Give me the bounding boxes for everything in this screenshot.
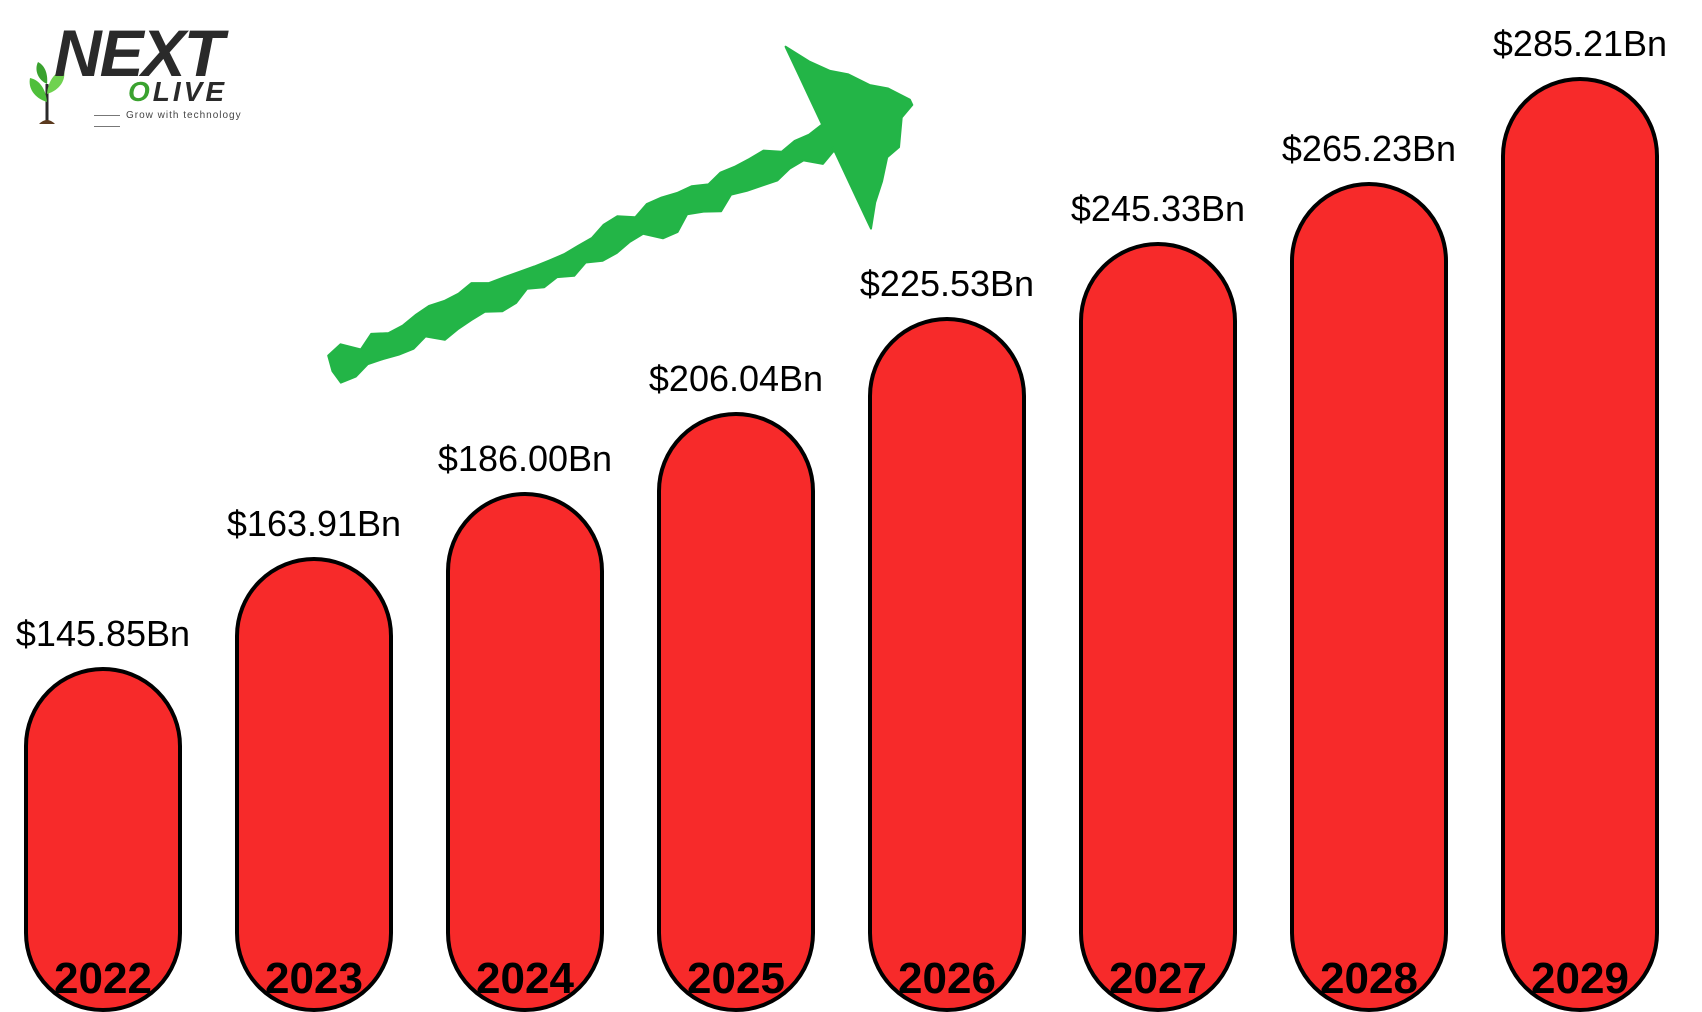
bar-pill (235, 557, 393, 1012)
bar-value-label: $145.85Bn (16, 613, 190, 655)
bar-2027: $245.33Bn2027 (1079, 242, 1237, 1012)
bar-2025: $206.04Bn2025 (657, 412, 815, 1012)
bar-year-label: 2024 (476, 954, 574, 1004)
bar-year-label: 2029 (1531, 954, 1629, 1004)
chart-stage: NEXT OLIVE Grow with technology $145.85B… (0, 0, 1702, 1012)
bar-value-label: $245.33Bn (1071, 188, 1245, 230)
bar-pill (1501, 77, 1659, 1012)
bar-value-label: $265.23Bn (1282, 128, 1456, 170)
bar-pill (657, 412, 815, 1012)
bar-2029: $285.21Bn2029 (1501, 77, 1659, 1012)
bar-pill (1079, 242, 1237, 1012)
bar-pill (868, 317, 1026, 1012)
bar-year-label: 2023 (265, 954, 363, 1004)
bar-year-label: 2027 (1109, 954, 1207, 1004)
bar-year-label: 2028 (1320, 954, 1418, 1004)
bar-pill (1290, 182, 1448, 1012)
bar-year-label: 2022 (54, 954, 152, 1004)
bar-2023: $163.91Bn2023 (235, 557, 393, 1012)
bar-year-label: 2026 (898, 954, 996, 1004)
bar-2024: $186.00Bn2024 (446, 492, 604, 1012)
bar-value-label: $285.21Bn (1493, 23, 1667, 65)
bar-year-label: 2025 (687, 954, 785, 1004)
bar-value-label: $186.00Bn (438, 438, 612, 480)
bar-2026: $225.53Bn2026 (868, 317, 1026, 1012)
bar-value-label: $206.04Bn (649, 358, 823, 400)
bar-2022: $145.85Bn2022 (24, 667, 182, 1012)
bar-chart: $145.85Bn2022$163.91Bn2023$186.00Bn2024$… (0, 0, 1702, 1012)
bar-pill (446, 492, 604, 1012)
bar-value-label: $225.53Bn (860, 263, 1034, 305)
bar-value-label: $163.91Bn (227, 503, 401, 545)
bar-2028: $265.23Bn2028 (1290, 182, 1448, 1012)
